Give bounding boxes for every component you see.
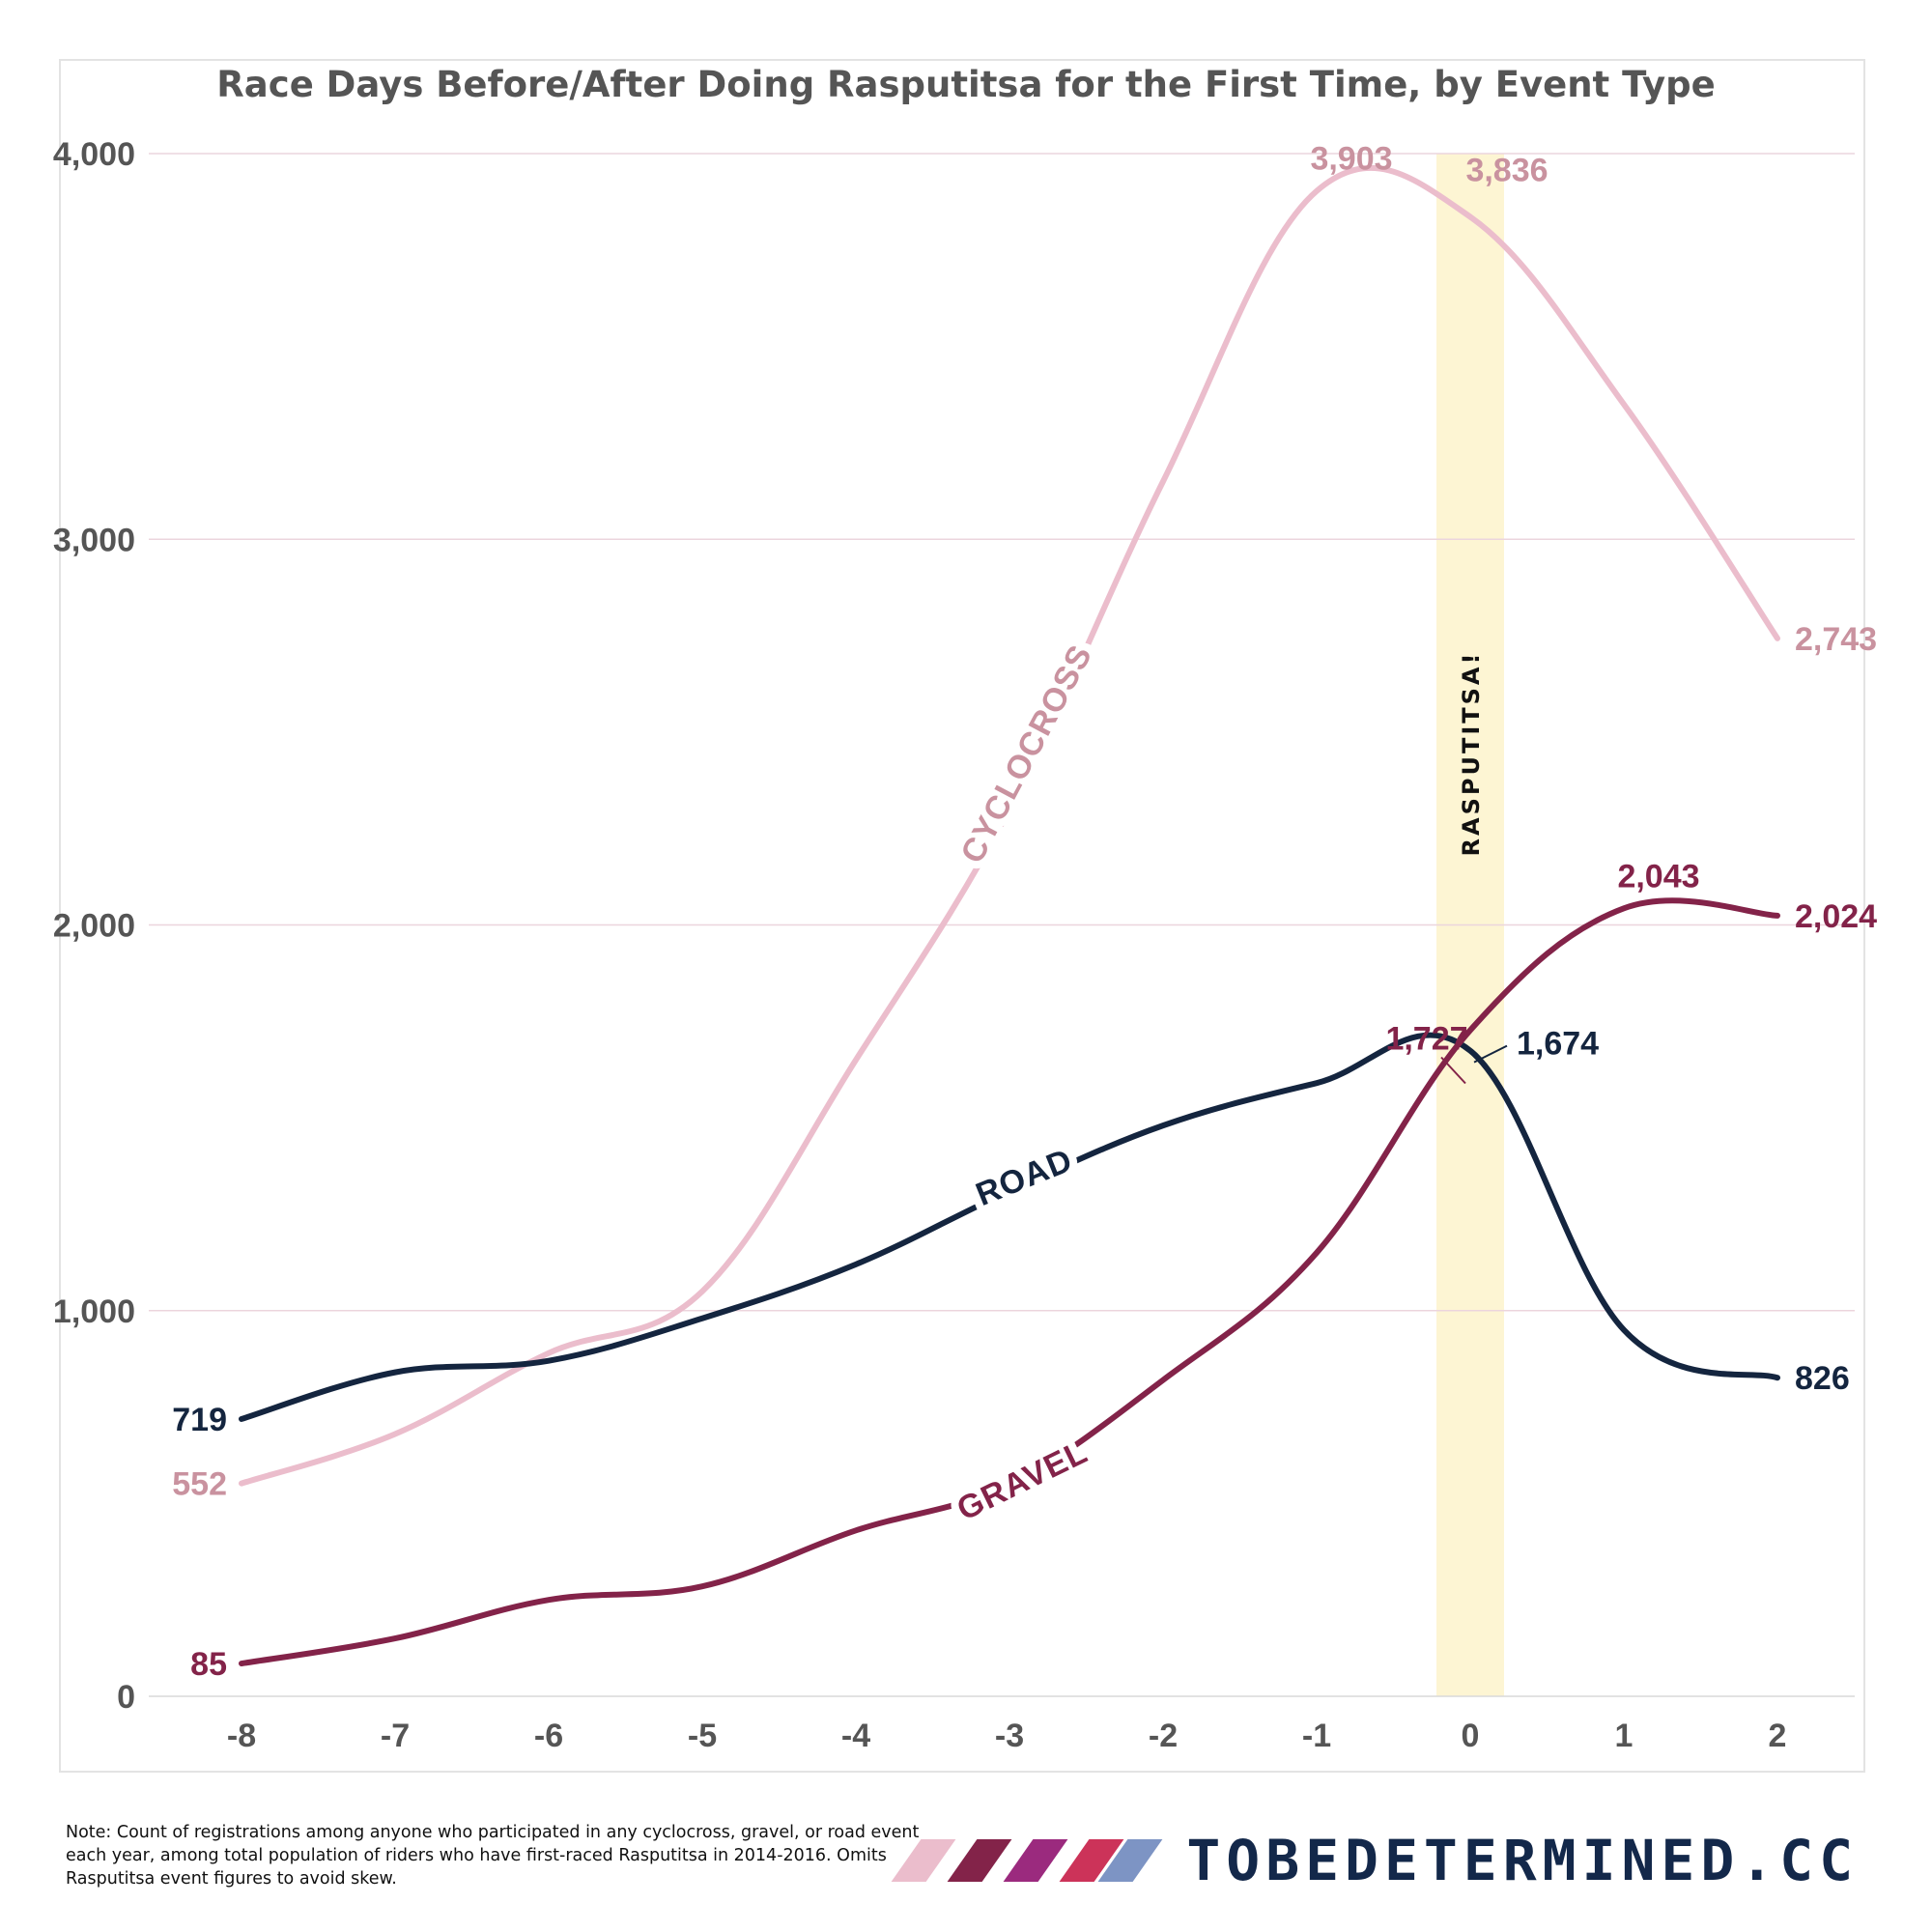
data-label: 3,903: [1310, 141, 1392, 178]
brand-stripes: [891, 1839, 1169, 1882]
x-tick-label: 0: [1462, 1718, 1480, 1754]
data-label: 826: [1795, 1360, 1850, 1397]
x-tick-label: -1: [1302, 1718, 1331, 1754]
x-tick-label: -4: [841, 1718, 870, 1754]
x-tick-label: -6: [534, 1718, 563, 1754]
series-name-gravel: GRAVEL: [952, 1434, 1094, 1528]
label-leader: [1440, 1056, 1466, 1085]
data-label: 2,043: [1617, 858, 1699, 895]
data-label: 85: [190, 1646, 227, 1683]
y-axis: 0 1,000 2,000 3,000 4,000: [53, 136, 135, 1716]
brand-logo: TOBEDETERMINED.CC: [891, 1828, 1859, 1893]
data-label: 1,674: [1517, 1026, 1599, 1063]
data-label: 719: [172, 1402, 227, 1438]
y-tick-label: 2,000: [53, 908, 135, 945]
data-label: 1,727: [1385, 1020, 1467, 1057]
data-label: 2,743: [1795, 621, 1877, 658]
highlight-band-label: RASPUTITSA!: [1458, 651, 1485, 857]
y-tick-label: 3,000: [53, 522, 135, 558]
data-label: 3,836: [1465, 152, 1548, 188]
data-label: 552: [172, 1466, 227, 1503]
brand-name: TOBEDETERMINED.CC: [1186, 1828, 1859, 1893]
x-axis: -8 -7 -6 -5 -4 -3 -2 -1 0 1 2: [227, 1718, 1787, 1754]
y-tick-label: 4,000: [53, 136, 135, 173]
footnote: Note: Count of registrations among anyon…: [66, 1823, 920, 1889]
series-line-cyclocross: [239, 164, 1780, 1487]
series-name-cyclocross: CYCLOCROSS: [953, 639, 1099, 869]
x-tick-label: -2: [1149, 1718, 1178, 1754]
series-line-road: [239, 1032, 1780, 1422]
label-leader: [1473, 1044, 1508, 1064]
y-tick-label: 1,000: [53, 1293, 135, 1330]
brand-stripe: [1003, 1839, 1068, 1882]
data-label: 2,024: [1795, 898, 1877, 935]
series-line-gravel: [239, 897, 1780, 1667]
x-tick-label: 1: [1615, 1718, 1634, 1754]
x-tick-label: -7: [381, 1718, 410, 1754]
x-tick-label: -3: [995, 1718, 1024, 1754]
series-lines: [239, 164, 1780, 1667]
x-tick-label: -8: [227, 1718, 256, 1754]
x-tick-label: -5: [688, 1718, 717, 1754]
brand-stripe: [947, 1839, 1012, 1882]
plot-frame: [59, 59, 1865, 1773]
x-tick-label: 2: [1769, 1718, 1787, 1754]
chart-title: Race Days Before/After Doing Rasputitsa …: [216, 64, 1715, 105]
series-name-road: ROAD: [971, 1142, 1078, 1213]
gridlines: [149, 153, 1855, 1697]
y-tick-label: 0: [117, 1679, 135, 1716]
